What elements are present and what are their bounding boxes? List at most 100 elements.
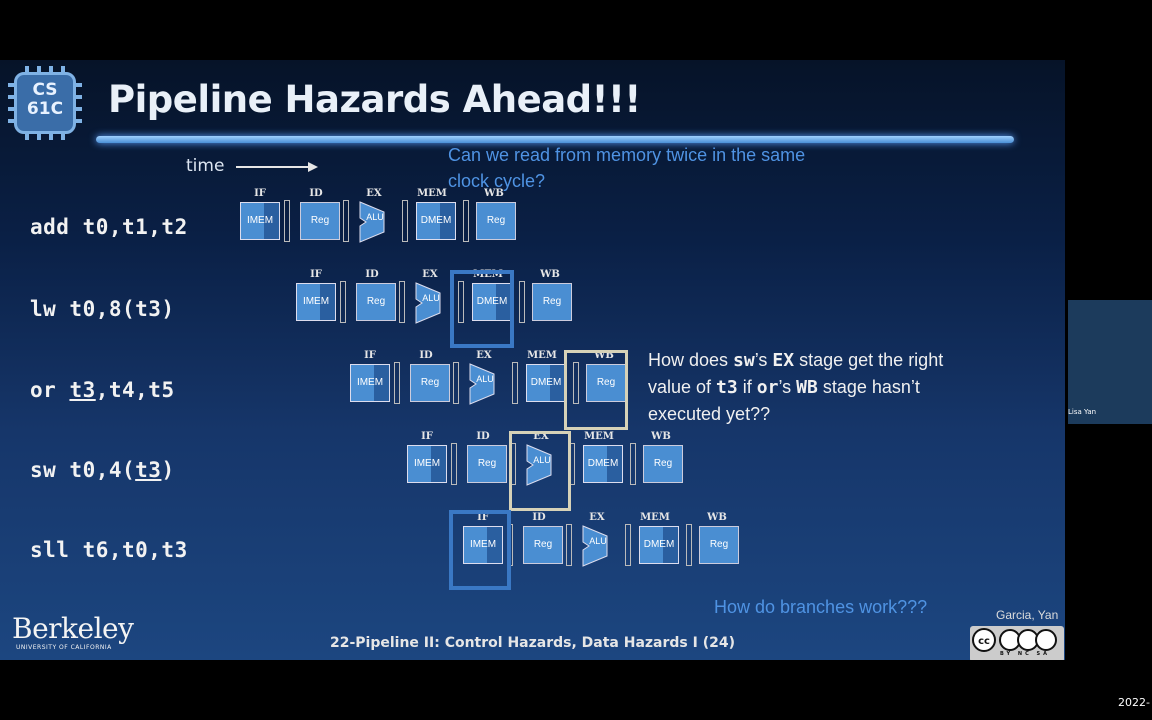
pipeline-register bbox=[630, 443, 636, 485]
slide-footer: 22-Pipeline II: Control Hazards, Data Ha… bbox=[330, 635, 735, 651]
ex-highlight bbox=[509, 431, 571, 511]
reg-label: Reg bbox=[420, 377, 440, 388]
alu-icon: ALU bbox=[582, 525, 608, 567]
pipeline-register bbox=[519, 281, 525, 323]
stage-label-wb: WB bbox=[651, 431, 671, 442]
instruction-lw: lw t0,8(t3) bbox=[30, 297, 175, 321]
sw-question-part: How does bbox=[648, 350, 734, 370]
alu-icon: ALU bbox=[469, 363, 495, 405]
stage-label-mem: MEM bbox=[640, 512, 670, 523]
pipeline-register bbox=[573, 362, 579, 404]
alu-icon: ALU bbox=[526, 444, 552, 486]
stage-label-id: ID bbox=[532, 512, 546, 523]
instruction-register-underlined: t3 bbox=[69, 378, 96, 402]
reg-unit: Reg bbox=[300, 202, 340, 240]
logo-pin bbox=[8, 83, 14, 87]
lecture-slide: CS 61C Pipeline Hazards Ahead!!! time Ca… bbox=[0, 60, 1065, 660]
reg-unit: Reg bbox=[643, 445, 683, 483]
pipeline-register bbox=[399, 281, 405, 323]
berkeley-subtitle: UNIVERSITY OF CALIFORNIA bbox=[16, 644, 112, 651]
imem-label: IMEM bbox=[469, 539, 497, 550]
sw-question-part: ’s bbox=[778, 377, 797, 397]
stage-label-id: ID bbox=[476, 431, 490, 442]
reg-label: Reg bbox=[366, 296, 386, 307]
logo-pin bbox=[37, 134, 41, 140]
imem-unit: IMEM bbox=[240, 202, 280, 240]
reg-label: Reg bbox=[477, 458, 497, 469]
pipeline-row: IF ID EX MEM WB IMEM Reg DMEM Reg ALU bbox=[407, 431, 697, 491]
imem-unit: IMEM bbox=[463, 526, 503, 564]
stage-label-wb: WB bbox=[707, 512, 727, 523]
stage-label-ex: EX bbox=[422, 269, 438, 280]
pipeline-register bbox=[625, 524, 631, 566]
logo-pin bbox=[8, 107, 14, 111]
instruction-text: lw t0,8(t3) bbox=[30, 297, 175, 321]
sw-question-part: if bbox=[737, 377, 757, 397]
reg-label: Reg bbox=[486, 215, 506, 226]
speaker-name: Lisa Yan bbox=[1068, 408, 1097, 416]
berkeley-logo: Berkeley bbox=[12, 612, 134, 645]
instruction-text: add t0,t1,t2 bbox=[30, 215, 188, 239]
logo-pin bbox=[8, 95, 14, 99]
alu-label: ALU bbox=[589, 536, 607, 546]
stage-label-mem: MEM bbox=[417, 188, 447, 199]
logo-pin bbox=[76, 83, 82, 87]
alu-label: ALU bbox=[422, 293, 440, 303]
pipeline-register bbox=[458, 281, 464, 323]
pipeline-register bbox=[451, 443, 457, 485]
dmem-label: DMEM bbox=[420, 215, 452, 226]
pipeline-register bbox=[343, 200, 349, 242]
reg-unit: Reg bbox=[699, 526, 739, 564]
sw-question-part: stage hasn’t executed yet?? bbox=[648, 377, 920, 424]
stage-label-if: IF bbox=[477, 512, 489, 523]
pipeline-register bbox=[394, 362, 400, 404]
reg-unit: Reg bbox=[586, 364, 626, 402]
pipeline-row: IF ID EX MEM WB IMEM Reg DMEM Reg ALU bbox=[240, 188, 530, 248]
imem-label: IMEM bbox=[356, 377, 384, 388]
instruction-add: add t0,t1,t2 bbox=[30, 215, 188, 239]
instruction-sw: sw t0,4(t3) bbox=[30, 458, 175, 482]
dmem-unit: DMEM bbox=[526, 364, 566, 402]
stage-label-mem: MEM bbox=[527, 350, 557, 361]
stage-label-mem: MEM bbox=[584, 431, 614, 442]
dmem-label: DMEM bbox=[643, 539, 675, 550]
pipeline-row: IF ID EX MEM WB IMEM Reg DMEM Reg ALU bbox=[296, 269, 586, 329]
stage-label-if: IF bbox=[254, 188, 266, 199]
imem-unit: IMEM bbox=[350, 364, 390, 402]
imem-unit: IMEM bbox=[407, 445, 447, 483]
reg-unit: Reg bbox=[532, 283, 572, 321]
instruction-text: sll t6,t0,t3 bbox=[30, 538, 188, 562]
time-label: time bbox=[186, 156, 225, 176]
sw-question: How does sw’s EX stage get the right val… bbox=[648, 347, 978, 427]
sw-question-code: or bbox=[756, 377, 779, 398]
branch-question: How do branches work??? bbox=[714, 597, 928, 617]
imem-label: IMEM bbox=[246, 215, 274, 226]
instruction-register-underlined: t3 bbox=[135, 458, 162, 482]
reg-unit: Reg bbox=[410, 364, 450, 402]
instruction-text: ,t4,t5 bbox=[95, 378, 175, 402]
logo-pin bbox=[25, 134, 29, 140]
sw-question-part: ’s bbox=[754, 350, 773, 370]
speaker-video-thumbnail[interactable] bbox=[1068, 300, 1152, 424]
sw-question-code: t3 bbox=[716, 377, 738, 398]
cc-tags: BY NC SA bbox=[1000, 651, 1050, 657]
memory-question: Can we read from memory twice in the sam… bbox=[448, 145, 806, 191]
reg-label: Reg bbox=[596, 377, 616, 388]
pipeline-register bbox=[512, 362, 518, 404]
cs61c-logo: CS 61C bbox=[8, 66, 82, 140]
imem-label: IMEM bbox=[413, 458, 441, 469]
alu-icon: ALU bbox=[359, 201, 385, 243]
instruction-text: or bbox=[30, 378, 70, 402]
logo-text: CS 61C bbox=[26, 80, 64, 119]
pipeline-row: IF ID EX MEM WB IMEM Reg DMEM Reg ALU bbox=[463, 512, 753, 572]
pipeline-register bbox=[340, 281, 346, 323]
slide-title: Pipeline Hazards Ahead!!! bbox=[108, 78, 641, 121]
mem-highlight bbox=[450, 270, 514, 348]
logo-pin bbox=[49, 134, 53, 140]
pipeline-register bbox=[566, 524, 572, 566]
alu-label: ALU bbox=[476, 374, 494, 384]
reg-label: Reg bbox=[542, 296, 562, 307]
stage-label-wb: WB bbox=[484, 188, 504, 199]
dmem-unit: DMEM bbox=[583, 445, 623, 483]
svg-text:cc: cc bbox=[978, 636, 990, 647]
